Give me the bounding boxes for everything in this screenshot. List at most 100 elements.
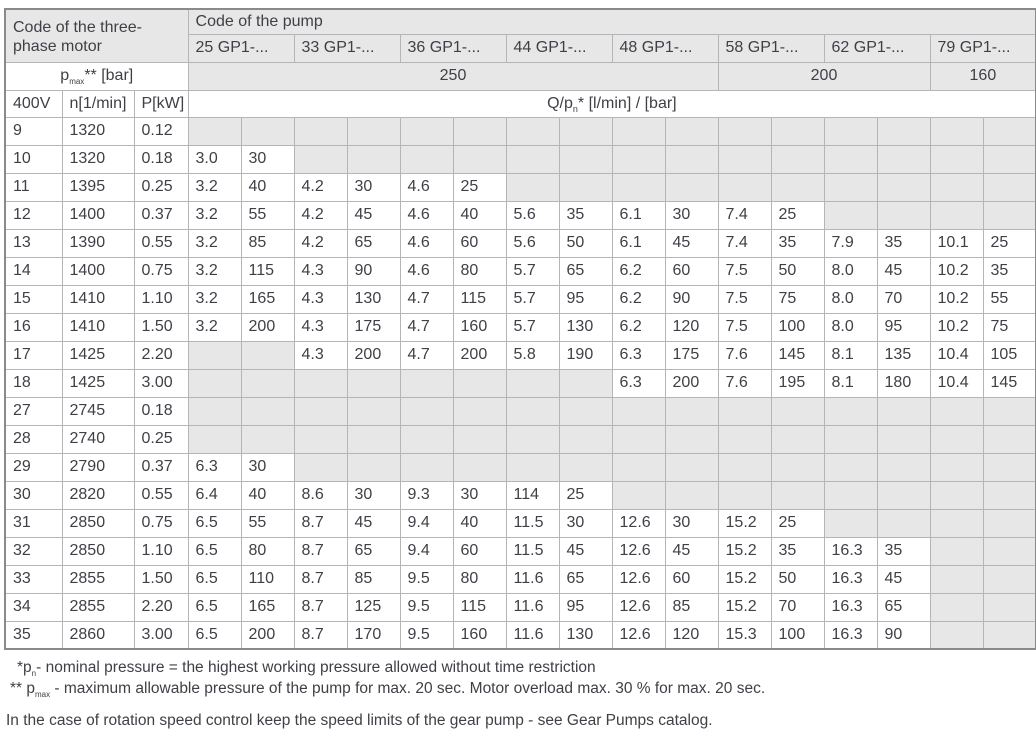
pn-value-cell: 35	[982, 256, 1036, 286]
q-value-cell: 16.3	[823, 620, 878, 650]
empty-cell	[982, 620, 1036, 650]
power-column-header: P[kW]	[133, 89, 189, 118]
empty-cell	[929, 116, 984, 146]
q-value-cell: 4.3	[293, 284, 348, 314]
q-value-cell: 11.6	[505, 620, 560, 650]
q-value-cell: 4.3	[293, 312, 348, 342]
q-value-cell: 9.3	[399, 480, 454, 510]
pn-value-cell: 95	[558, 592, 613, 622]
pn-value-cell: 35	[876, 228, 931, 258]
pn-value-cell: 55	[982, 284, 1036, 314]
motor-code-cell: 15	[4, 284, 63, 314]
motor-code-cell: 35	[4, 620, 63, 650]
pump-column-header: 79 GP1-...	[929, 33, 1036, 63]
q-value-cell: 4.7	[399, 284, 454, 314]
pn-value-cell: 125	[346, 592, 401, 622]
pn-value-cell: 160	[452, 620, 507, 650]
speed-cell: 1400	[61, 256, 135, 286]
pn-value-cell: 120	[664, 312, 719, 342]
pn-value-cell: 25	[982, 228, 1036, 258]
q-value-cell: 10.4	[929, 340, 984, 370]
empty-cell	[240, 368, 295, 398]
empty-cell	[293, 424, 348, 454]
table-row: 15 1410 1.10 3.2 165 4.3 130 4.7 115 5.7 95 6.2 90 7.…	[4, 284, 1036, 314]
empty-cell	[293, 144, 348, 174]
q-value-cell: 4.2	[293, 172, 348, 202]
pn-value-cell: 135	[876, 340, 931, 370]
pn-value-cell: 145	[982, 368, 1036, 398]
empty-cell	[240, 424, 295, 454]
voltage-column-header: 400V	[4, 89, 63, 118]
pump-block-header: Code of the pump	[187, 8, 1036, 35]
empty-cell	[717, 396, 772, 426]
pn-value-cell: 195	[770, 368, 825, 398]
q-value-cell: 7.5	[717, 312, 772, 342]
q-value-cell: 9.5	[399, 620, 454, 650]
pn-value-cell: 180	[876, 368, 931, 398]
motor-code-cell: 33	[4, 564, 63, 594]
power-cell: 0.12	[133, 116, 189, 146]
q-value-cell: 12.6	[611, 620, 666, 650]
table-row: 17 1425 2.20 4.3 200 4.7 200 5.8 190 6.3 175 7.6 145…	[4, 340, 1036, 370]
empty-cell	[929, 536, 984, 566]
empty-cell	[346, 116, 401, 146]
pn-value-cell: 50	[770, 564, 825, 594]
empty-cell	[558, 144, 613, 174]
pn-value-cell: 40	[240, 480, 295, 510]
q-value-cell: 11.6	[505, 592, 560, 622]
pmax-value-cell: 200	[717, 61, 931, 91]
pn-value-cell: 65	[346, 536, 401, 566]
q-value-cell: 5.7	[505, 284, 560, 314]
empty-cell	[982, 452, 1036, 482]
pn-value-cell: 25	[452, 172, 507, 202]
empty-cell	[929, 480, 984, 510]
empty-cell	[240, 340, 295, 370]
q-value-cell: 8.1	[823, 340, 878, 370]
pn-value-cell: 25	[770, 508, 825, 538]
q-value-cell: 8.0	[823, 284, 878, 314]
speed-cell: 2855	[61, 564, 135, 594]
q-value-cell: 4.6	[399, 228, 454, 258]
pn-value-cell: 120	[664, 620, 719, 650]
empty-cell	[770, 172, 825, 202]
empty-cell	[929, 396, 984, 426]
q-value-cell: 7.5	[717, 256, 772, 286]
q-value-cell: 9.4	[399, 536, 454, 566]
q-value-cell: 9.5	[399, 592, 454, 622]
empty-cell	[823, 424, 878, 454]
empty-cell	[876, 424, 931, 454]
pmax-value-cell: 160	[929, 61, 1036, 91]
empty-cell	[823, 508, 878, 538]
q-value-cell: 6.3	[187, 452, 242, 482]
power-cell: 0.18	[133, 396, 189, 426]
q-value-cell: 7.6	[717, 368, 772, 398]
table-row: 28 2740 0.25	[4, 424, 1036, 454]
pn-value-cell: 80	[240, 536, 295, 566]
q-value-cell: 6.3	[611, 340, 666, 370]
empty-cell	[823, 172, 878, 202]
pn-value-cell: 115	[452, 284, 507, 314]
qpn-label-post: * [l/min] / [bar]	[577, 94, 677, 112]
q-value-cell: 15.2	[717, 564, 772, 594]
pmax-label-post: ** [bar]	[84, 67, 134, 84]
q-value-cell: 16.3	[823, 564, 878, 594]
pn-value-cell: 200	[240, 312, 295, 342]
q-value-cell: 8.7	[293, 564, 348, 594]
pn-value-cell: 130	[346, 284, 401, 314]
q-value-cell: 16.3	[823, 592, 878, 622]
q-value-cell: 12.6	[611, 592, 666, 622]
pn-value-cell: 165	[240, 592, 295, 622]
speed-cell: 2790	[61, 452, 135, 482]
pn-value-cell: 30	[664, 508, 719, 538]
empty-cell	[293, 368, 348, 398]
empty-cell	[452, 144, 507, 174]
empty-cell	[505, 116, 560, 146]
pn-value-cell: 90	[876, 620, 931, 650]
empty-cell	[982, 144, 1036, 174]
power-cell: 0.75	[133, 508, 189, 538]
empty-cell	[982, 480, 1036, 510]
pn-value-cell: 30	[558, 508, 613, 538]
speed-cell: 1390	[61, 228, 135, 258]
empty-cell	[664, 424, 719, 454]
empty-cell	[611, 144, 666, 174]
